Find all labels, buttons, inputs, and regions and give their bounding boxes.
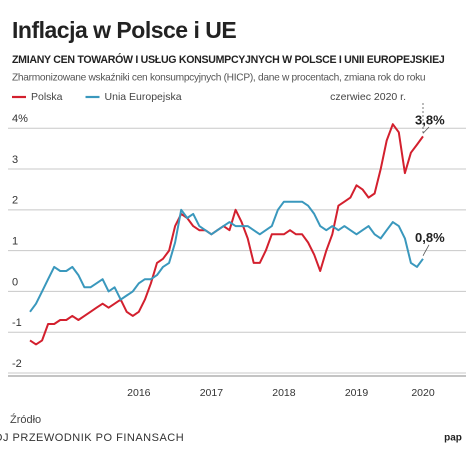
logo: pap: [444, 433, 462, 444]
y-tick-label: -2: [12, 358, 22, 370]
y-tick-label: 3: [12, 154, 18, 166]
watermark: TWÓJ PRZEWODNIK PO FINANSACH: [0, 431, 184, 444]
y-tick-label: -1: [12, 317, 22, 329]
x-tick-label: 2019: [345, 387, 369, 399]
data-label: 0,8%: [415, 230, 445, 245]
data-line: [29, 123, 424, 346]
leader-line: [422, 244, 430, 256]
y-tick-label: 4%: [12, 113, 28, 125]
chart-description: Zharmonizowane wskaźniki cen konsumpcyjn…: [12, 73, 425, 84]
legend-label: Polska: [31, 91, 63, 103]
x-tick-label: 2020: [411, 387, 435, 399]
annotation: czerwiec 2020 r.: [330, 91, 406, 103]
chart-subtitle: ZMIANY CEN TOWARÓW I USŁUG KONSUMPCYJNYC…: [12, 53, 445, 66]
data-line: [29, 200, 424, 313]
y-tick-label: 2: [12, 195, 18, 207]
y-tick-label: 0: [12, 276, 18, 288]
x-tick-label: 2018: [272, 387, 296, 399]
chart-title: Inflacja w Polsce i UE: [12, 17, 236, 43]
x-tick-label: 2017: [200, 387, 224, 399]
leader-line: [422, 126, 430, 134]
x-tick-label: 2016: [127, 387, 151, 399]
legend-label: Unia Europejska: [105, 91, 182, 103]
source: Źródło: [10, 413, 41, 426]
y-tick-label: 1: [12, 236, 18, 248]
data-label: 3,8%: [415, 112, 445, 127]
